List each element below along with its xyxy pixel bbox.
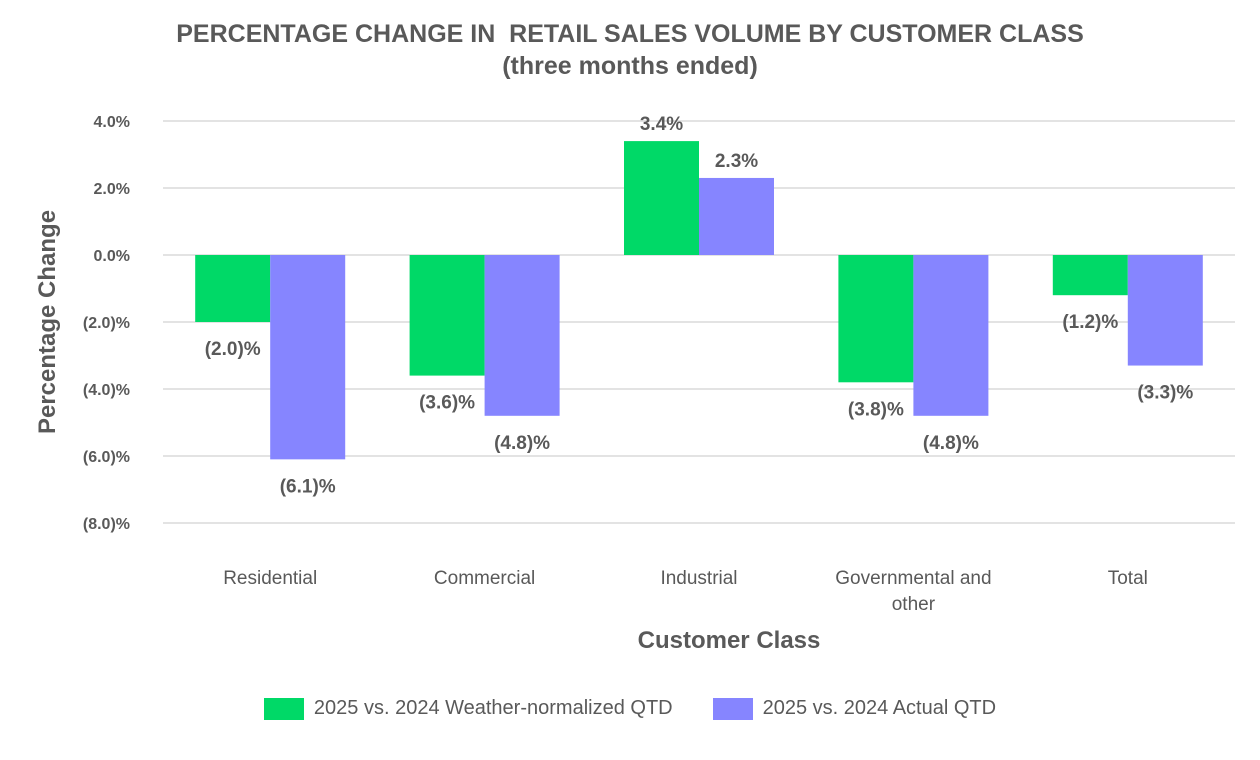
bar — [838, 255, 914, 383]
data-label: (3.3)% — [1137, 383, 1193, 404]
y-tick-label: 4.0% — [94, 114, 130, 131]
bar — [195, 255, 271, 322]
x-axis-title: Customer Class — [638, 627, 821, 654]
bar — [409, 255, 485, 376]
y-tick-label: (8.0)% — [83, 516, 130, 533]
y-axis-title: Percentage Change — [34, 210, 61, 434]
legend-label-weather-normalized: 2025 vs. 2024 Weather-normalized QTD — [313, 697, 673, 719]
y-tick-label: 0.0% — [94, 248, 130, 265]
data-label: (3.8)% — [848, 399, 904, 420]
y-tick-label: 2.0% — [94, 181, 130, 198]
bar — [624, 141, 699, 255]
data-label: (1.2)% — [1062, 312, 1118, 333]
data-label: 3.4% — [640, 114, 683, 135]
bar — [913, 255, 989, 416]
legend-swatch-weather-normalized — [263, 697, 304, 720]
y-tick-label: (4.0)% — [83, 382, 130, 399]
chart-title-block: PERCENTAGE CHANGE IN RETAIL SALES VOLUME… — [0, 18, 1260, 82]
legend: 2025 vs. 2024 Weather-normalized QTD 202… — [0, 697, 1260, 720]
x-tick-label: Residential — [223, 568, 317, 589]
x-tick-label: Governmental and — [835, 568, 991, 589]
x-tick-label: other — [892, 594, 936, 615]
legend-label-actual: 2025 vs. 2024 Actual QTD — [762, 697, 997, 719]
data-label: (6.1)% — [280, 476, 336, 497]
y-tick-label: (2.0)% — [83, 315, 130, 332]
legend-swatch-actual — [712, 697, 753, 720]
bar — [699, 177, 774, 255]
x-tick-label: Industrial — [660, 568, 737, 589]
data-label: (4.8)% — [923, 433, 979, 454]
chart-title: PERCENTAGE CHANGE IN RETAIL SALES VOLUME… — [176, 20, 1084, 48]
data-label: (2.0)% — [205, 339, 261, 360]
bar — [270, 255, 346, 460]
data-label: 2.3% — [715, 151, 758, 172]
x-tick-label: Commercial — [434, 568, 535, 589]
chart-subtitle: (three months ended) — [502, 52, 758, 80]
data-label: (3.6)% — [419, 393, 475, 414]
legend-item-actual: 2025 vs. 2024 Actual QTD — [712, 697, 997, 720]
bar — [1127, 255, 1203, 366]
data-label: (4.8)% — [494, 433, 550, 454]
bar — [1052, 255, 1128, 296]
y-tick-label: (6.0)% — [83, 449, 130, 466]
legend-item-weather-normalized: 2025 vs. 2024 Weather-normalized QTD — [263, 697, 673, 720]
bar-chart: 4.0% 2.0% 0.0% (2.0)% (4.0)% (6.0)% (8.0)% (2.0… — [34, 114, 1235, 654]
x-tick-label: Total — [1108, 568, 1148, 589]
bar — [484, 255, 560, 416]
